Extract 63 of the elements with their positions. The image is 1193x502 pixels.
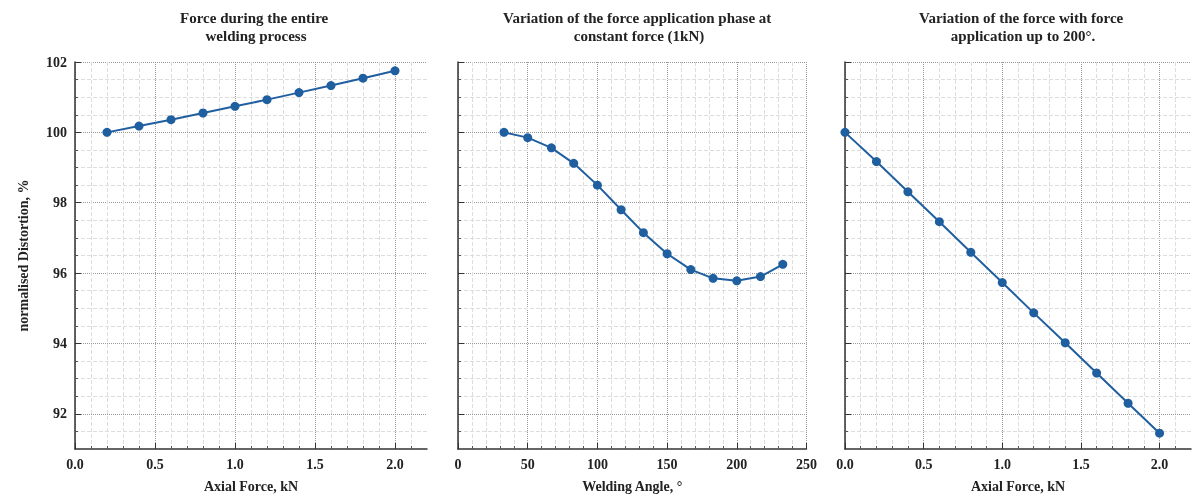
point: [708, 273, 718, 283]
point: [1123, 398, 1133, 408]
x-tick-label: 200: [726, 456, 748, 472]
y-axis-title: normalised Distortion, %: [15, 179, 31, 332]
x-tick-label: 150: [656, 456, 678, 472]
point: [1092, 368, 1102, 378]
y-tick-label: 98: [53, 195, 67, 211]
point: [102, 127, 112, 137]
x-tick-label: 50: [520, 456, 535, 472]
point: [732, 276, 742, 286]
point: [546, 143, 556, 153]
x-tick-label: 250: [796, 456, 817, 472]
point: [294, 88, 304, 98]
x-tick-label: 100: [586, 456, 608, 472]
x-tick-label: 0.5: [146, 456, 164, 472]
x-tick-label: 0.0: [66, 456, 84, 472]
x-tick-label: 1.5: [306, 456, 324, 472]
point: [198, 108, 208, 118]
x-tick-label: 1.0: [993, 456, 1012, 472]
x-tick-label: 1.0: [226, 456, 244, 472]
x-axis-title: Welding Angle, °: [582, 478, 683, 494]
point: [903, 187, 913, 197]
x-axis-title: Axial Force, kN: [203, 478, 299, 494]
y-tick-label: 94: [53, 335, 67, 351]
point: [592, 180, 602, 190]
chart-title: Variation of the force application phase at constant force (1kN): [502, 10, 776, 45]
x-tick-label: 0.0: [836, 456, 854, 472]
point: [686, 265, 696, 275]
x-axis-title: Axial Force, kN: [970, 478, 1066, 494]
x-tick-label: 2.0: [1150, 456, 1169, 472]
point: [1060, 338, 1070, 348]
point: [326, 81, 336, 91]
point: [1029, 308, 1039, 318]
x-tick-label: 0.5: [914, 456, 933, 472]
point: [262, 95, 272, 105]
point: [616, 205, 626, 215]
point: [966, 247, 976, 257]
point: [523, 133, 533, 143]
y-tick-label: 96: [53, 265, 67, 281]
point: [778, 259, 788, 269]
y-tick-label: 100: [46, 124, 67, 140]
x-tick-label: 2.0: [386, 456, 404, 472]
point: [230, 101, 240, 111]
point: [934, 217, 944, 227]
x-tick-label: 1.5: [1072, 456, 1090, 472]
point: [871, 157, 881, 167]
point: [638, 228, 648, 238]
point: [166, 115, 176, 125]
point: [134, 121, 144, 131]
point: [499, 127, 509, 137]
y-tick-label: 102: [46, 54, 67, 70]
point: [569, 158, 579, 168]
point: [662, 249, 672, 259]
point: [756, 272, 765, 282]
chart-title: Variation of the force with force application up to 200°.: [918, 10, 1128, 44]
point: [390, 66, 400, 76]
point: [1155, 428, 1165, 438]
point: [840, 127, 850, 137]
chart-title: Force during the entire welding process: [180, 10, 332, 44]
point: [358, 73, 368, 83]
x-tick-label: 0: [454, 456, 462, 472]
point: [997, 278, 1007, 288]
y-tick-label: 92: [53, 406, 67, 422]
